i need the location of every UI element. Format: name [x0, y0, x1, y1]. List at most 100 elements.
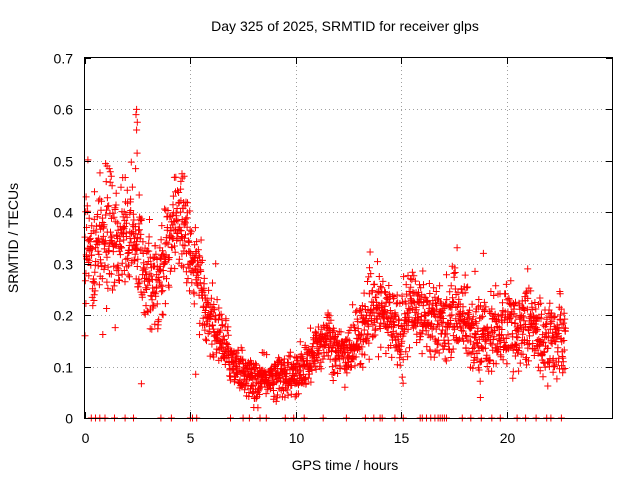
data-point [158, 282, 166, 290]
data-point [208, 340, 216, 348]
data-point [307, 324, 314, 332]
data-point [190, 290, 198, 298]
data-point [363, 311, 370, 319]
data-point [470, 343, 478, 351]
data-point [106, 168, 114, 176]
data-point [114, 265, 122, 273]
data-point [107, 270, 115, 278]
data-point [301, 341, 309, 349]
data-point [382, 289, 389, 297]
data-point [400, 273, 408, 281]
data-point [273, 378, 281, 386]
data-point [104, 202, 112, 210]
data-point [177, 208, 185, 216]
data-point [561, 365, 569, 372]
data-point [367, 270, 375, 278]
data-point [532, 305, 540, 313]
data-point [545, 358, 553, 366]
data-point [502, 280, 510, 288]
data-point [487, 339, 495, 347]
data-point [378, 299, 386, 307]
data-point [524, 294, 532, 302]
data-point [187, 228, 195, 236]
data-point [309, 340, 317, 348]
data-point [137, 380, 145, 388]
data-point [286, 348, 294, 356]
data-point [122, 255, 130, 263]
data-point [86, 234, 94, 242]
data-point [245, 389, 253, 396]
data-point [101, 262, 109, 270]
data-point [490, 333, 498, 341]
data-point [365, 322, 373, 330]
data-point [492, 360, 500, 368]
data-point [164, 207, 172, 214]
data-point [138, 215, 146, 223]
data-point [150, 301, 158, 309]
data-point [458, 326, 466, 334]
data-point [140, 259, 148, 267]
data-point [429, 306, 437, 314]
data-point [301, 375, 309, 383]
data-point [194, 274, 202, 282]
data-point [462, 332, 470, 339]
data-point [248, 389, 256, 397]
data-point [149, 302, 157, 310]
data-point [528, 306, 536, 314]
data-point [219, 332, 227, 340]
data-point [131, 257, 139, 265]
data-point [210, 353, 218, 361]
data-point [252, 394, 260, 402]
data-point [315, 350, 323, 358]
data-point [375, 273, 383, 280]
data-point [560, 337, 568, 344]
data-point [435, 349, 443, 357]
data-point [120, 267, 128, 274]
data-point [343, 369, 351, 377]
data-point [392, 329, 400, 337]
data-point [344, 348, 352, 356]
data-point [359, 313, 367, 321]
data-point [312, 365, 320, 373]
data-point [533, 327, 541, 335]
data-point [184, 199, 191, 207]
y-tick-label: 0.4 [54, 205, 74, 221]
data-point [390, 293, 398, 301]
data-point [364, 278, 371, 285]
data-point [374, 258, 381, 266]
data-point [99, 331, 107, 338]
data-point-outlier [177, 177, 185, 185]
data-point [103, 305, 111, 312]
data-point [137, 230, 145, 238]
data-point [487, 288, 495, 295]
data-point [510, 310, 518, 318]
data-point [163, 239, 171, 247]
data-point [280, 355, 288, 363]
data-point [377, 319, 385, 327]
data-point [148, 325, 156, 333]
data-point [348, 363, 355, 371]
y-axis-label: SRMTID / TECUs [5, 183, 21, 293]
data-point [416, 336, 424, 344]
data-point [474, 342, 482, 350]
data-point [459, 303, 467, 311]
data-point [158, 310, 166, 318]
data-point [241, 386, 249, 394]
data-point [407, 283, 415, 291]
data-point [171, 248, 179, 256]
data-point [224, 341, 232, 348]
data-point [152, 250, 160, 258]
data-point [296, 338, 304, 346]
data-point [526, 332, 533, 340]
data-point [294, 390, 302, 398]
data-point [503, 360, 511, 368]
data-point [522, 321, 530, 328]
data-point [186, 248, 194, 256]
data-point [123, 186, 131, 194]
data-point [551, 361, 559, 369]
data-point [510, 302, 518, 310]
data-point [334, 370, 342, 377]
data-point [127, 158, 135, 166]
data-point [398, 292, 406, 300]
data-point [135, 191, 143, 199]
